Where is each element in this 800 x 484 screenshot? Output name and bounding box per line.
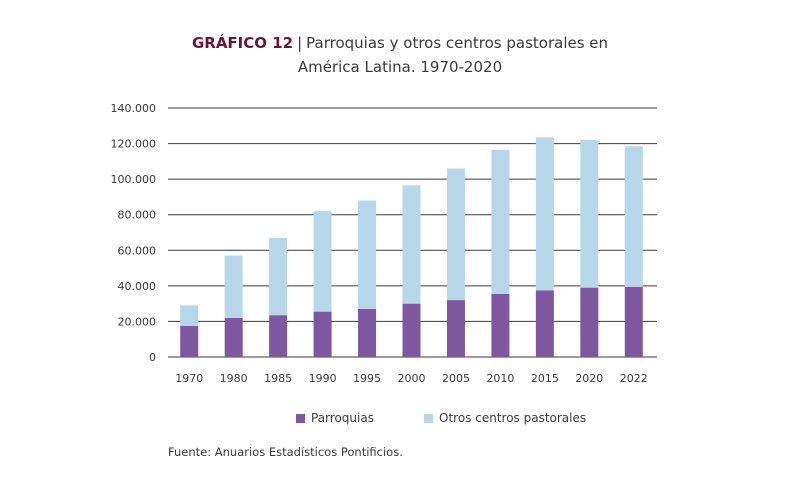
y-tick-label: 40.000 bbox=[118, 280, 157, 293]
title-separator: | bbox=[297, 34, 303, 52]
bar-parroquias bbox=[313, 311, 332, 357]
bar-parroquias bbox=[580, 287, 599, 357]
bar-otros bbox=[535, 137, 554, 291]
bar-otros bbox=[269, 237, 288, 316]
y-tick-label: 80.000 bbox=[118, 209, 157, 222]
x-tick-label: 1995 bbox=[353, 372, 381, 385]
y-tick-label: 100.000 bbox=[111, 173, 157, 186]
bar-otros bbox=[358, 200, 377, 309]
x-tick-label: 2022 bbox=[620, 372, 648, 385]
x-tick-label: 2015 bbox=[531, 372, 559, 385]
x-tick-label: 1970 bbox=[175, 372, 203, 385]
source-note: Fuente: Anuarios Estadísticos Pontificio… bbox=[168, 445, 403, 459]
bar-parroquias bbox=[358, 308, 377, 357]
chart-title-line2: América Latina. 1970-2020 bbox=[297, 58, 503, 76]
legend-item-parroquias: Parroquias bbox=[296, 411, 374, 425]
title-text-line1: Parroquias y otros centros pastorales en bbox=[306, 34, 609, 52]
bar-parroquias bbox=[180, 325, 199, 357]
bar-otros bbox=[180, 305, 199, 326]
figure-label: GRÁFICO 12 bbox=[191, 34, 294, 52]
bar-otros bbox=[313, 211, 332, 312]
bar-otros bbox=[580, 140, 599, 288]
bar-parroquias bbox=[535, 290, 554, 357]
legend-item-otros: Otros centros pastorales bbox=[424, 411, 586, 425]
bar-parroquias bbox=[402, 303, 421, 357]
bar-otros bbox=[491, 149, 510, 294]
y-tick-label: 60.000 bbox=[118, 244, 157, 257]
x-tick-label: 1985 bbox=[264, 372, 292, 385]
legend-label-otros: Otros centros pastorales bbox=[439, 411, 587, 425]
x-tick-label: 2000 bbox=[398, 372, 426, 385]
bar-otros bbox=[624, 146, 643, 287]
legend-label-parroquias: Parroquias bbox=[311, 411, 374, 425]
x-tick-label: 1990 bbox=[309, 372, 337, 385]
y-tick-label: 140.000 bbox=[111, 102, 157, 115]
bar-otros bbox=[446, 168, 465, 301]
bar-otros bbox=[402, 185, 421, 304]
chart-title-line1: GRÁFICO 12 | Parroquias y otros centros pa… bbox=[0, 34, 800, 52]
bar-parroquias bbox=[491, 293, 510, 357]
x-tick-label: 2005 bbox=[442, 372, 470, 385]
bar-parroquias bbox=[624, 286, 643, 357]
bar-parroquias bbox=[224, 317, 243, 357]
y-tick-label: 120.000 bbox=[111, 138, 157, 151]
y-tick-label: 20.000 bbox=[118, 315, 157, 328]
legend-swatch-parroquias bbox=[296, 413, 305, 423]
x-tick-label: 2020 bbox=[575, 372, 603, 385]
legend-swatch-otros bbox=[424, 413, 433, 423]
x-tick-label: 1980 bbox=[220, 372, 248, 385]
x-tick-label: 2010 bbox=[486, 372, 514, 385]
bar-parroquias bbox=[269, 315, 288, 357]
bar-parroquias bbox=[446, 300, 465, 357]
bar-otros bbox=[224, 255, 243, 318]
y-tick-label: 0 bbox=[149, 351, 156, 364]
